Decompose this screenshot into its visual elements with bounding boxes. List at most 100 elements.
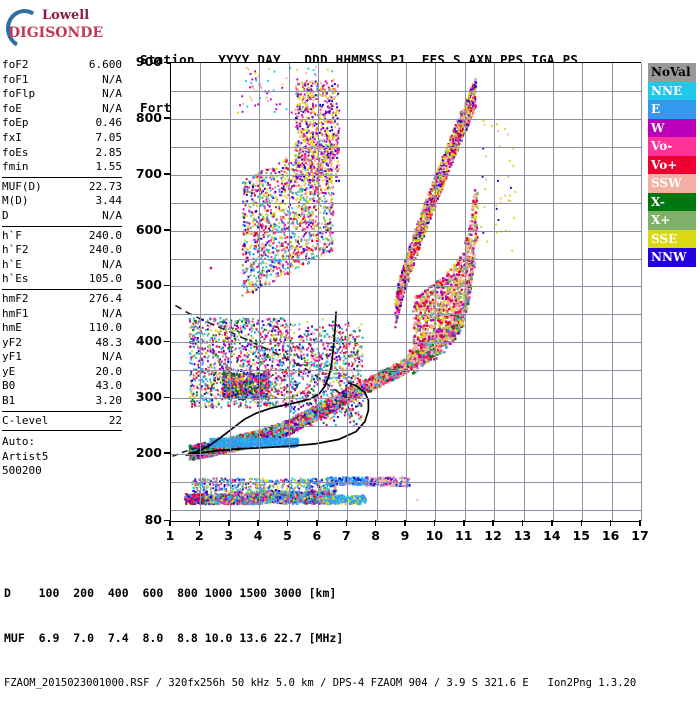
legend-item[interactable]: Vo-	[648, 137, 696, 156]
param-key: C-level	[2, 414, 48, 429]
y-axis-tick-label: 80	[118, 512, 162, 527]
legend-item[interactable]: X-	[648, 193, 696, 212]
y-axis-tick-mark	[164, 229, 171, 231]
x-axis-tick-mark	[375, 520, 377, 526]
legend-item-label: W	[651, 120, 664, 136]
param-divider	[2, 177, 122, 178]
grid-line-vertical	[377, 63, 378, 521]
y-axis-tick-label: 500	[118, 277, 162, 292]
legend-item[interactable]: SSE	[648, 230, 696, 249]
y-axis-tick-mark	[164, 341, 171, 343]
x-axis-tick-label: 11	[449, 528, 479, 543]
grid-line-vertical	[318, 63, 319, 521]
x-axis-tick-label: 2	[184, 528, 214, 543]
param-divider	[2, 411, 122, 412]
param-key: h`F2	[2, 243, 29, 258]
legend-item-label: X-	[651, 194, 665, 210]
param-key: h`Es	[2, 272, 29, 287]
param-value: 3.44	[96, 194, 123, 209]
param-key: hmF1	[2, 307, 29, 322]
y-axis-tick-label: 600	[118, 222, 162, 237]
ionogram-plot	[170, 62, 641, 522]
legend-item[interactable]: W	[648, 119, 696, 138]
x-axis-tick-mark	[287, 520, 289, 526]
grid-line-vertical	[230, 63, 231, 521]
legend-item[interactable]: SSW	[648, 174, 696, 193]
x-axis-tick-mark	[346, 520, 348, 526]
grid-line-vertical	[465, 63, 466, 521]
param-divider	[2, 289, 122, 290]
param-key: yF2	[2, 336, 22, 351]
x-axis-tick-label: 1	[155, 528, 185, 543]
y-axis-tick-mark	[164, 173, 171, 175]
x-axis-tick-label: 9	[390, 528, 420, 543]
y-axis-tick-mark	[164, 62, 171, 64]
grid-line-vertical	[259, 63, 260, 521]
grid-line-vertical	[612, 63, 613, 521]
grid-line-vertical	[582, 63, 583, 521]
param-key: B1	[2, 394, 15, 409]
param-key: foE	[2, 102, 22, 117]
legend-item-label: NoVal	[651, 64, 691, 80]
x-axis-tick-mark	[434, 520, 436, 526]
x-axis-tick-mark	[199, 520, 201, 526]
grid-line-vertical	[289, 63, 290, 521]
param-key: h`F	[2, 229, 22, 244]
y-axis-tick-mark	[164, 285, 171, 287]
footer-file-row: FZAOM_2015023001000.RSF / 320fx256h 50 k…	[4, 676, 636, 691]
y-axis-tick-label: 700	[118, 166, 162, 181]
lowell-digisonde-logo: Lowell DIGISONDE	[4, 6, 112, 46]
param-value: 22.73	[89, 180, 122, 195]
y-axis-tick-label: 200	[118, 445, 162, 460]
grid-line-vertical	[347, 63, 348, 521]
footer-distance-row: D 100 200 400 600 800 1000 1500 3000 [km…	[4, 586, 636, 601]
x-axis-tick-label: 14	[537, 528, 567, 543]
grid-line-vertical	[435, 63, 436, 521]
x-axis-tick-label: 12	[478, 528, 508, 543]
auto-scaler-line: Artist5	[2, 450, 122, 465]
legend-item-label: NNE	[651, 83, 682, 99]
param-value: N/A	[102, 258, 122, 273]
legend-item[interactable]: X+	[648, 211, 696, 230]
grid-line-vertical	[200, 63, 201, 521]
grid-line-vertical	[524, 63, 525, 521]
x-axis-tick-mark	[169, 520, 171, 526]
legend-item[interactable]: E	[648, 100, 696, 119]
x-axis-tick-label: 8	[361, 528, 391, 543]
logo-lowell-text: Lowell	[42, 8, 89, 23]
legend-item-label: Vo-	[651, 138, 672, 154]
y-axis-tick-mark	[164, 397, 171, 399]
y-axis-tick-label: 400	[118, 333, 162, 348]
param-key: fxI	[2, 131, 22, 146]
param-value: N/A	[102, 73, 122, 88]
legend-item-label: X+	[651, 212, 670, 228]
x-axis-tick-label: 10	[419, 528, 449, 543]
x-axis-tick-label: 16	[596, 528, 626, 543]
param-key: hmE	[2, 321, 22, 336]
legend-item-label: E	[651, 101, 660, 117]
x-axis-tick-label: 4	[243, 528, 273, 543]
legend-item[interactable]: NoVal	[648, 63, 696, 82]
legend-item[interactable]: Vo+	[648, 156, 696, 175]
legend-item[interactable]: NNE	[648, 82, 696, 101]
param-divider	[2, 430, 122, 431]
legend-item-label: SSW	[651, 175, 682, 191]
param-key: B0	[2, 379, 15, 394]
ionogram-page: Lowell DIGISONDE Station YYYY DAY DDD HH…	[0, 0, 700, 600]
legend-item[interactable]: NNW	[648, 248, 696, 267]
